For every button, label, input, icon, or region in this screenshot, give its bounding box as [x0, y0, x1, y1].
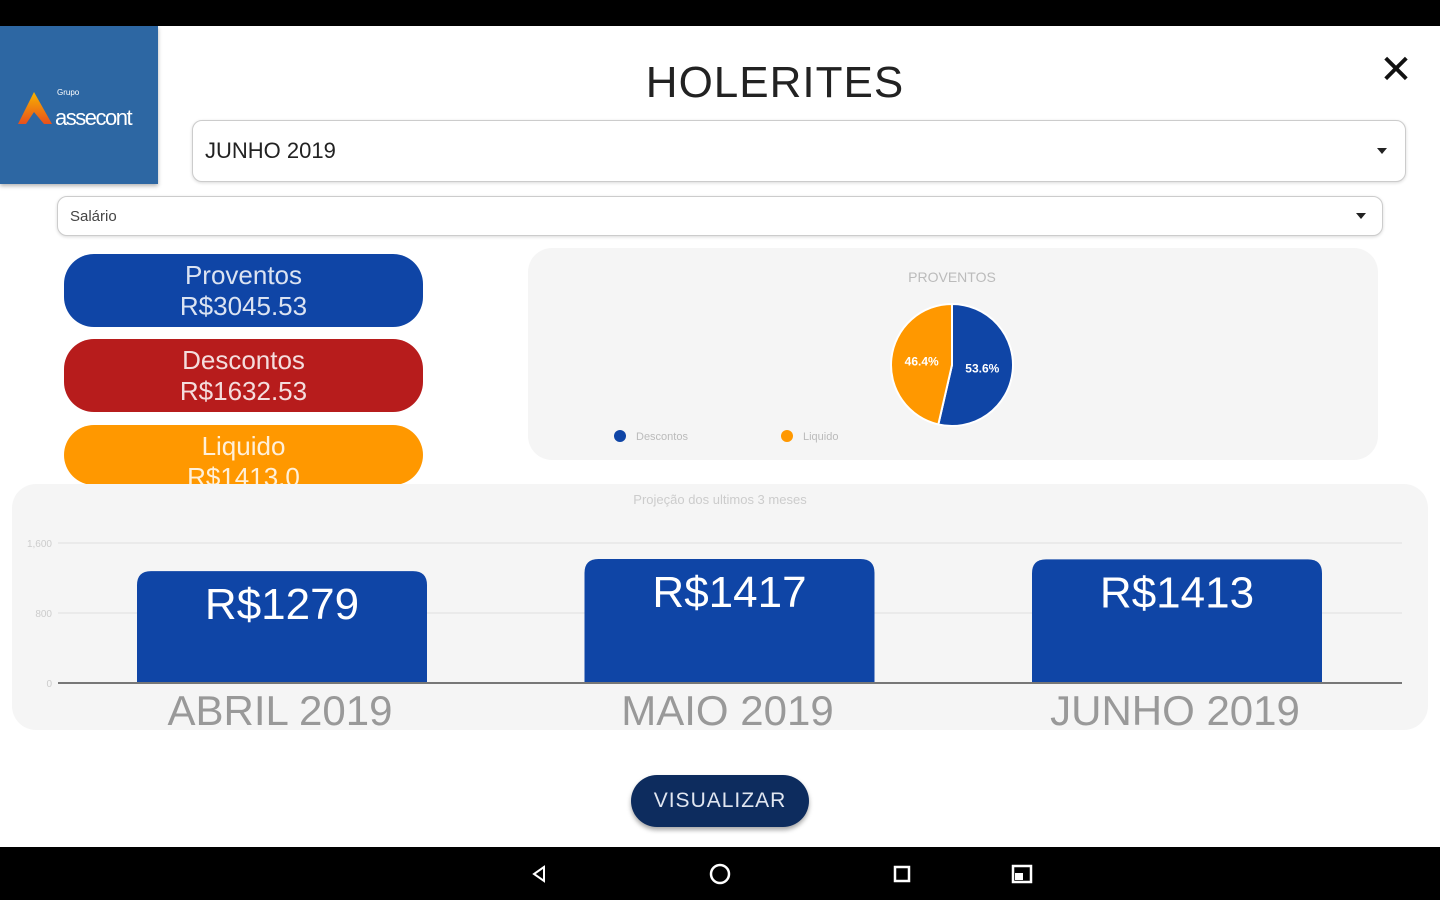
- close-icon[interactable]: ✕: [1379, 48, 1413, 92]
- proventos-card: Proventos R$3045.53: [64, 254, 423, 327]
- logo-text: assecont: [55, 105, 132, 130]
- bar-data-label: R$1413: [1100, 568, 1254, 617]
- card-value: R$3045.53: [179, 291, 308, 321]
- pie-slice-liquido: [890, 302, 953, 426]
- page-title: HOLERITES: [645, 58, 905, 107]
- pie-slice-descontos: [937, 302, 1014, 427]
- bar-data-label: R$1279: [205, 580, 359, 629]
- screenshot-icon[interactable]: [1007, 860, 1037, 888]
- legend-label: Descontos: [636, 431, 688, 443]
- legend-dot: [781, 430, 793, 442]
- status-bar: [0, 0, 1440, 26]
- y-tick-label: 1,600: [27, 539, 52, 550]
- legend-label: Liquido: [803, 431, 838, 443]
- pie-title: PROVENTOS: [908, 269, 996, 285]
- legend-dot: [614, 430, 626, 442]
- back-icon[interactable]: [524, 860, 554, 888]
- pie-chart: PROVENTOS 53.6% 46.4% Descontos Liquido: [614, 269, 1014, 443]
- chevron-down-icon: [1377, 148, 1387, 154]
- card-label: Liquido: [201, 431, 286, 461]
- bar: [137, 571, 427, 683]
- bar: [584, 559, 875, 683]
- bar-chart: Projeção dos ultimos 3 meses 0 800 1,600 R$1…: [27, 492, 1402, 734]
- bar: [1032, 559, 1322, 683]
- card-value: R$1632.53: [179, 376, 308, 406]
- month-select[interactable]: JUNHO 2019: [192, 120, 1406, 182]
- type-select-value: Salário: [70, 207, 117, 225]
- bar-chart-panel: Projeção dos ultimos 3 meses 0 800 1,600 R$1…: [12, 484, 1428, 734]
- pie-label: 53.6%: [965, 361, 999, 375]
- bar-chart-title: Projeção dos ultimos 3 meses: [633, 492, 807, 507]
- bar-data-label: R$1417: [652, 568, 806, 617]
- navigation-bar: [0, 847, 1440, 900]
- descontos-card: Descontos R$1632.53: [64, 339, 423, 412]
- y-tick-label: 800: [35, 609, 52, 620]
- x-tick-label: ABRIL 2019: [168, 687, 393, 730]
- x-tick-label: JUNHO 2019: [1050, 687, 1300, 730]
- recents-icon[interactable]: [887, 860, 917, 888]
- card-value: R$1413.0: [187, 462, 300, 485]
- home-icon[interactable]: [705, 860, 735, 888]
- logo-small-text: Grupo: [57, 88, 80, 97]
- pie-label: 46.4%: [905, 355, 939, 369]
- type-select[interactable]: Salário: [57, 196, 1383, 236]
- assecont-logo-icon: Grupo assecont: [18, 88, 134, 130]
- card-label: Descontos: [182, 345, 305, 375]
- y-tick-label: 0: [46, 679, 52, 690]
- logo: Grupo assecont: [0, 26, 158, 184]
- liquido-card: Liquido R$1413.0: [64, 425, 423, 485]
- chevron-down-icon: [1356, 213, 1366, 219]
- month-select-value: JUNHO 2019: [205, 138, 336, 163]
- x-tick-label: MAIO 2019: [621, 687, 833, 730]
- pie-chart-panel: PROVENTOS 53.6% 46.4% Descontos Liquido: [528, 248, 1378, 460]
- visualizar-button[interactable]: VISUALIZAR: [631, 775, 809, 827]
- card-label: Proventos: [184, 260, 303, 290]
